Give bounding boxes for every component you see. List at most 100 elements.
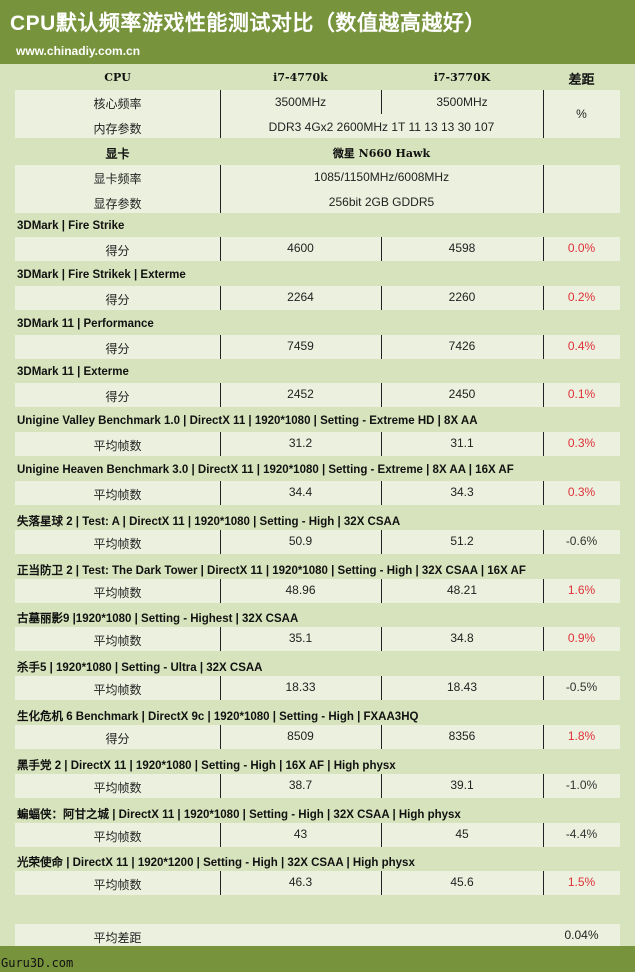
- summary-row: 平均差距 0.04%: [15, 924, 620, 946]
- table-row: 得分 7459 7426 0.4%: [15, 334, 620, 359]
- test-title: 古墓丽影9 |1920*1080 | Setting - Highest | 3…: [17, 613, 299, 626]
- gpu-freq: 1085/1150MHz/6008MHz: [313, 170, 450, 184]
- cpu-spec-row: 核心频率 3500MHz 3500MHz 内存参数 DDR3 4Gx2 2600…: [15, 90, 620, 138]
- test-title: 失落星球 2 | Test: A | DirectX 11 | 1920*108…: [17, 515, 401, 528]
- diff-value: 1.8%: [567, 729, 596, 743]
- site-url: www.chinadiy.com.cn: [16, 44, 141, 58]
- metric-label: 平均帧数: [93, 536, 142, 551]
- score-a: 50.9: [288, 533, 313, 548]
- test-title: 杀手5 | 1920*1080 | Setting - Ultra | 32X …: [17, 662, 263, 675]
- test-title: 黑手党 2 | DirectX 11 | 1920*1080 | Setting…: [17, 759, 396, 772]
- divider: [381, 578, 382, 603]
- metric-label: 平均帧数: [93, 634, 142, 649]
- table-row: 平均帧数 43 45 -4.4%: [15, 822, 620, 847]
- table-row: 得分 4600 4598 0.0%: [15, 237, 620, 261]
- divider: [381, 383, 382, 408]
- summary-label: 平均差距: [93, 931, 142, 945]
- unit: %: [576, 107, 587, 121]
- table-row: 得分 2452 2450 0.1%: [15, 383, 620, 408]
- divider: [381, 676, 382, 701]
- score-a: 43: [293, 826, 308, 841]
- divider: [381, 773, 382, 798]
- divider: [381, 432, 382, 457]
- score-b: 4598: [448, 241, 476, 255]
- diff-value: -0.5%: [565, 680, 598, 695]
- table-row: 平均帧数 18.33 18.43 -0.5%: [15, 676, 620, 701]
- diff-value: 0.3%: [567, 485, 596, 499]
- footer-band: Guru3D.com: [0, 946, 635, 972]
- divider: [381, 627, 382, 652]
- test-title: 蝙蝠侠：阿甘之城 | DirectX 11 | 1920*1080 | Sett…: [17, 808, 461, 821]
- score-a: 2264: [287, 289, 314, 304]
- score-a: 34.4: [288, 485, 313, 499]
- metric-label: 平均帧数: [93, 780, 142, 795]
- score-a: 2452: [287, 387, 314, 402]
- diff-value: 1.5%: [567, 875, 596, 890]
- divider: [543, 285, 544, 310]
- divider: [381, 334, 382, 359]
- divider: [543, 432, 544, 457]
- divider: [220, 481, 221, 505]
- diff-value: 0.4%: [567, 338, 596, 353]
- divider: [543, 627, 544, 652]
- table-row: 平均帧数 46.3 45.6 1.5%: [15, 871, 620, 896]
- table-row: 平均帧数 50.9 51.2 -0.6%: [15, 529, 620, 554]
- divider: [543, 725, 544, 749]
- divider: [220, 725, 221, 749]
- diff-value: -0.6%: [565, 533, 598, 548]
- score-b: 31.1: [450, 436, 474, 451]
- metric-label: 得分: [105, 732, 130, 746]
- page-title: CPU默认频率游戏性能测试对比（数值越高越好）: [10, 12, 486, 35]
- divider: [220, 871, 221, 896]
- metric-label: 平均帧数: [93, 829, 142, 844]
- cpu-a-header: i7-4770k: [273, 71, 328, 84]
- divider: [220, 334, 221, 359]
- score-a: 4600: [287, 241, 314, 255]
- divider: [543, 676, 544, 701]
- gpu-spec-row: 显卡频率 1085/1150MHz/6008MHz 显存参数 256bit 2G…: [15, 165, 620, 213]
- divider: [381, 481, 382, 505]
- metric-label: 平均帧数: [93, 488, 142, 502]
- score-a: 35.1: [288, 631, 313, 646]
- divider: [381, 529, 382, 554]
- gpu-name: 微星 N660 Hawk: [332, 147, 431, 160]
- test-title: Unigine Valley Benchmark 1.0 | DirectX 1…: [17, 415, 478, 428]
- diff-value: 0.3%: [567, 436, 596, 451]
- divider: [381, 90, 382, 114]
- test-title: 3DMark | Fire Strike: [17, 220, 125, 232]
- test-title: 3DMark 11 | Exterme: [17, 366, 129, 379]
- freq-label: 核心频率: [93, 97, 142, 111]
- divider: [543, 578, 544, 603]
- divider: [381, 822, 382, 847]
- score-b: 51.2: [450, 533, 474, 548]
- metric-label: 得分: [105, 244, 130, 258]
- score-a: 38.7: [288, 777, 313, 792]
- diff-value: 0.2%: [567, 289, 596, 304]
- diff-header: 差距: [568, 73, 595, 88]
- gpu-mem: 256bit 2GB GDDR5: [328, 195, 435, 209]
- score-a: 7459: [287, 338, 314, 353]
- score-b: 2260: [448, 289, 476, 304]
- score-a: 8509: [287, 729, 314, 743]
- gpu-header: 显卡: [105, 147, 130, 161]
- divider: [381, 871, 382, 896]
- divider: [220, 773, 221, 798]
- table-row: 平均帧数 38.7 39.1 -1.0%: [15, 773, 620, 798]
- score-b: 45.6: [450, 875, 474, 890]
- divider: [220, 432, 221, 457]
- mem-value: DDR3 4Gx2 2600MHz 1T 11 13 13 30 107: [268, 120, 495, 134]
- divider: [220, 237, 221, 261]
- score-b: 18.43: [446, 680, 478, 695]
- diff-value: -4.4%: [565, 826, 598, 841]
- score-b: 34.8: [450, 631, 474, 646]
- divider: [543, 165, 544, 213]
- table-row: 平均帧数 48.96 48.21 1.6%: [15, 578, 620, 603]
- diff-value: 0.9%: [567, 631, 596, 646]
- divider: [220, 578, 221, 603]
- test-title: 3DMark | Fire Strikek | Exterme: [17, 268, 186, 281]
- divider: [543, 773, 544, 798]
- test-title: 光荣使命 | DirectX 11 | 1920*1200 | Setting …: [17, 857, 415, 870]
- metric-label: 平均帧数: [93, 585, 142, 600]
- cpu-b-header: i7-3770K: [433, 71, 491, 84]
- divider: [543, 237, 544, 261]
